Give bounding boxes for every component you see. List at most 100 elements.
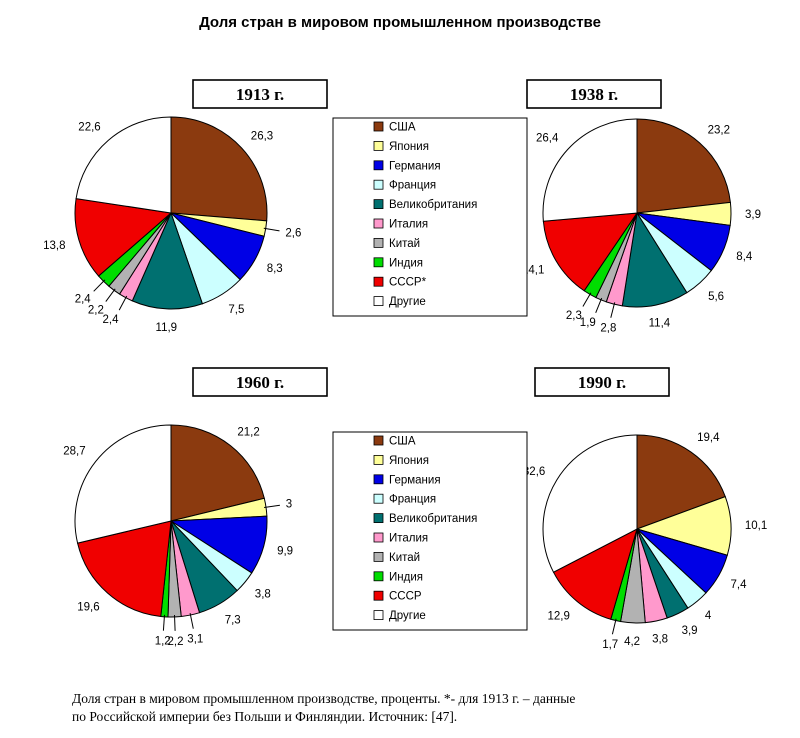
data-label-3-0: 19,4 xyxy=(697,432,720,444)
data-label-3-6: 4,2 xyxy=(624,636,640,648)
pie-slice-1-9 xyxy=(542,118,638,222)
legend-item-1-4: Великобритания xyxy=(389,513,477,525)
leader-line-0-7 xyxy=(93,279,106,292)
data-label-0-9: 22,6 xyxy=(78,122,100,134)
data-label-0-1: 2,6 xyxy=(285,228,301,240)
data-label-1-2: 8,4 xyxy=(736,251,753,263)
data-label-3-9: 32,6 xyxy=(523,466,545,478)
legend-swatch-0-3 xyxy=(373,179,384,190)
legend-swatch-1-9 xyxy=(373,610,384,620)
data-label-3-5: 3,8 xyxy=(652,634,668,646)
chart-title-1: 1938 г. xyxy=(570,85,618,104)
legend-item-1-3: Франция xyxy=(389,494,436,506)
leader-line-1-6 xyxy=(595,297,603,313)
chart-title-box-1 xyxy=(526,79,662,109)
legend-box-0 xyxy=(332,117,528,317)
data-label-0-0: 26,3 xyxy=(251,131,273,143)
legend-item-0-7: Индия xyxy=(389,257,423,269)
data-label-2-5: 3,1 xyxy=(187,634,203,646)
pie-slice-3-9 xyxy=(542,434,638,573)
pie-slice-0-4 xyxy=(131,211,204,310)
caption-line-2: по Российской империи без Польши и Финля… xyxy=(72,709,458,724)
data-label-0-3: 7,5 xyxy=(228,304,244,316)
data-label-3-3: 4 xyxy=(705,610,712,622)
leader-line-3-7 xyxy=(611,618,617,635)
data-label-1-6: 1,9 xyxy=(580,317,596,329)
leader-line-2-1 xyxy=(264,504,280,508)
leader-line-1-5 xyxy=(610,302,616,318)
data-label-0-4: 11,9 xyxy=(156,322,178,334)
data-label-1-9: 26,4 xyxy=(536,132,559,144)
chart-title-0: 1913 г. xyxy=(236,85,284,104)
legend-swatch-1-2 xyxy=(373,474,384,485)
legend-swatch-0-6 xyxy=(373,237,384,248)
legend-swatch-1-4 xyxy=(373,513,384,523)
chart-title-2: 1960 г. xyxy=(236,373,284,392)
legend-item-0-0: США xyxy=(389,122,416,134)
pie-slice-1-8 xyxy=(542,212,639,292)
data-label-2-3: 3,8 xyxy=(255,589,271,601)
leader-line-0-1 xyxy=(263,227,280,232)
caption-line-1: Доля стран в мировом промышленном произв… xyxy=(72,691,576,706)
pie-slice-3-8 xyxy=(552,528,638,620)
data-label-2-4: 7,3 xyxy=(225,614,241,626)
data-label-0-7: 2,4 xyxy=(75,293,92,305)
data-label-3-8: 12,9 xyxy=(548,611,570,623)
pie-slice-2-8 xyxy=(76,520,172,618)
pie-slice-0-0 xyxy=(170,116,268,222)
leader-line-2-6 xyxy=(174,614,176,631)
legend-item-0-9: Другие xyxy=(389,296,426,308)
legend-item-0-6: Китай xyxy=(389,238,420,250)
legend-item-1-8: СССР xyxy=(389,591,422,603)
legend-swatch-0-2 xyxy=(373,160,384,171)
page-title: Доля стран в мировом промышленном произв… xyxy=(199,14,601,31)
data-label-3-7: 1,7 xyxy=(602,639,618,651)
leader-line-2-5 xyxy=(189,612,194,629)
leader-line-0-5 xyxy=(118,295,128,311)
legend-item-1-7: Индия xyxy=(389,571,423,583)
pie-slice-2-9 xyxy=(74,424,172,544)
legend-swatch-1-3 xyxy=(373,493,384,504)
chart-title-box-3 xyxy=(534,367,670,397)
legend-swatch-1-5 xyxy=(373,532,384,543)
data-label-2-2: 9,9 xyxy=(277,545,293,557)
data-label-1-4: 11,4 xyxy=(649,318,671,330)
data-label-2-6: 2,2 xyxy=(168,636,184,648)
data-label-2-1: 3 xyxy=(286,499,292,511)
pie-slice-1-0 xyxy=(636,118,731,214)
legend-swatch-0-0 xyxy=(373,121,384,132)
legend-item-0-5: Италия xyxy=(389,219,428,231)
data-label-2-8: 19,6 xyxy=(77,602,99,614)
leader-line-1-7 xyxy=(582,292,592,307)
leader-line-0-6 xyxy=(105,288,116,302)
legend-swatch-1-1 xyxy=(373,454,384,465)
data-label-1-3: 5,6 xyxy=(708,291,724,303)
data-label-3-4: 3,9 xyxy=(682,625,698,637)
data-label-1-7: 2,3 xyxy=(566,310,582,322)
legend-swatch-1-7 xyxy=(373,571,384,582)
legend-swatch-0-7 xyxy=(373,257,384,268)
legend-box-1 xyxy=(332,431,528,631)
legend-item-1-2: Германия xyxy=(389,474,441,486)
data-label-2-7: 1,2 xyxy=(155,636,171,648)
data-label-2-0: 21,2 xyxy=(237,426,259,438)
legend-swatch-0-4 xyxy=(373,199,384,210)
pie-slice-0-9 xyxy=(75,116,172,214)
legend-item-0-4: Великобритания xyxy=(389,199,477,211)
data-label-3-2: 7,4 xyxy=(731,579,748,591)
data-label-1-1: 3,9 xyxy=(745,209,761,221)
legend-swatch-1-6 xyxy=(373,552,384,562)
legend-item-0-1: Япония xyxy=(389,141,429,153)
legend-item-0-2: Германия xyxy=(389,160,441,172)
figure-caption: Доля стран в мировом промышленном произв… xyxy=(72,690,772,726)
chart-title-3: 1990 г. xyxy=(578,373,626,392)
pie-slice-2-0 xyxy=(170,424,265,522)
legend-item-0-3: Франция xyxy=(389,180,436,192)
legend-swatch-0-8 xyxy=(373,276,384,287)
data-label-0-8: 13,8 xyxy=(43,240,65,252)
legend-swatch-1-0 xyxy=(373,435,384,446)
legend-item-1-5: Италия xyxy=(389,533,428,545)
legend-item-0-8: СССР* xyxy=(389,277,427,289)
legend-item-1-1: Япония xyxy=(389,455,429,467)
